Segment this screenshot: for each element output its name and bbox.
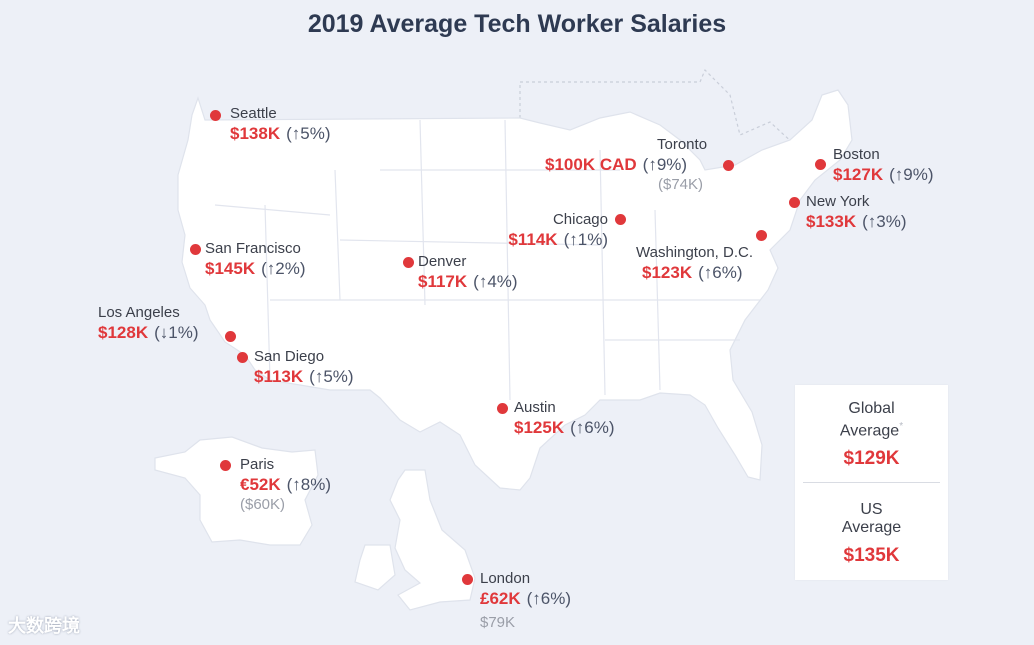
city-name: Washington, D.C. [636, 244, 753, 261]
city-converted: ($74K) [658, 176, 704, 193]
city-name: Austin [514, 399, 556, 416]
denver-marker[interactable] [402, 256, 414, 268]
city-salary: $125K [514, 418, 565, 437]
city-name: New York [806, 193, 870, 210]
usa-landmass [177, 89, 853, 491]
city-salary: $145K [205, 259, 256, 278]
city-salary: $127K [833, 165, 884, 184]
city-change: (↑6%) [526, 589, 572, 608]
city-change: (↑3%) [862, 212, 907, 231]
city-san-diego: San Diego $113K (↑5%) [254, 348, 354, 387]
austin-marker[interactable] [496, 402, 508, 414]
city-name: Denver [418, 253, 467, 270]
page-title: 2019 Average Tech Worker Salaries [307, 10, 727, 38]
global-average-value: $129K [843, 448, 900, 470]
city-name: Paris [240, 456, 275, 473]
city-converted: $79K [480, 614, 516, 631]
us-average-value: $135K [843, 545, 900, 566]
chicago-marker[interactable] [614, 213, 626, 225]
washington-dc-marker[interactable] [755, 229, 767, 241]
new-york-marker[interactable] [788, 196, 800, 208]
city-salary: £62K [480, 589, 521, 608]
city-change: (↑6%) [698, 263, 743, 282]
city-name: San Diego [254, 348, 325, 365]
city-salary: $114K [508, 230, 558, 249]
city-salary: $123K [642, 263, 693, 282]
san-diego-marker[interactable] [236, 351, 248, 363]
london-marker[interactable] [461, 573, 473, 585]
city-change: (↑4%) [473, 272, 518, 291]
city-change: (↑9%) [642, 155, 688, 174]
averages-divider [803, 482, 940, 483]
city-name: Los Angeles [98, 304, 180, 321]
city-paris: Paris €52K (↑8%) ($60K) [240, 456, 331, 515]
city-austin: Austin $125K (↑6%) [514, 399, 615, 438]
city-salary: $133K [806, 212, 857, 231]
boston-marker[interactable] [814, 158, 826, 170]
city-london: London £62K (↑6%) $79K [480, 570, 571, 633]
city-salary: $113K [254, 367, 304, 386]
city-change: (↑5%) [309, 367, 354, 386]
city-salary: $117K [418, 272, 468, 291]
city-salary: $128K [98, 323, 149, 342]
city-change: (↑5%) [286, 124, 331, 143]
ireland-landmass [354, 544, 396, 591]
city-change: (↑8%) [286, 475, 332, 494]
city-los-angeles: Los Angeles $128K (↓1%) [98, 304, 199, 343]
city-boston: Boston $127K (↑9%) [833, 146, 934, 185]
global-average: Global Average* $129K [795, 400, 948, 470]
city-change: (↑2%) [261, 259, 306, 278]
france-landmass [154, 436, 319, 546]
city-new-york: New York $133K (↑3%) [806, 193, 907, 232]
city-salary: $100K CAD [545, 155, 637, 174]
us-average-label: US Average [841, 501, 902, 536]
los-angeles-marker[interactable] [224, 330, 236, 342]
global-average-label: Global Average* [839, 400, 904, 440]
city-name: London [480, 570, 531, 587]
city-change: (↑9%) [889, 165, 934, 184]
city-name: San Francisco [205, 240, 301, 257]
canada-border [519, 68, 801, 206]
city-salary: $138K [230, 124, 281, 143]
city-seattle: Seattle $138K (↑5%) [230, 105, 331, 144]
city-chicago: Chicago $114K (↑1%) [495, 211, 608, 250]
city-change: (↓1%) [154, 323, 199, 342]
us-average: US Average $135K [795, 501, 948, 567]
seattle-marker[interactable] [209, 109, 221, 121]
watermark-logo: 大数跨境 [8, 616, 80, 636]
city-toronto: Toronto $100K CAD (↑9%) ($74K) [545, 136, 707, 195]
city-denver: Denver $117K (↑4%) [418, 253, 518, 292]
footnote-asterisk: * [899, 421, 904, 432]
city-washington-dc: Washington, D.C. $123K (↑6%) [636, 244, 753, 283]
city-name: Chicago [552, 211, 608, 228]
averages-panel: Global Average* $129K US Average $135K [795, 385, 948, 580]
city-change: (↑1%) [563, 230, 608, 249]
city-name: Seattle [230, 105, 277, 122]
san-francisco-marker[interactable] [189, 243, 201, 255]
city-san-francisco: San Francisco $145K (↑2%) [205, 240, 306, 279]
city-converted: ($60K) [240, 496, 286, 513]
paris-marker[interactable] [219, 459, 231, 471]
city-salary: €52K [240, 475, 281, 494]
uk-landmass [389, 469, 476, 611]
city-name: Toronto [657, 136, 708, 153]
city-change: (↑6%) [570, 418, 615, 437]
city-name: Boston [833, 146, 880, 163]
toronto-marker[interactable] [722, 159, 734, 171]
